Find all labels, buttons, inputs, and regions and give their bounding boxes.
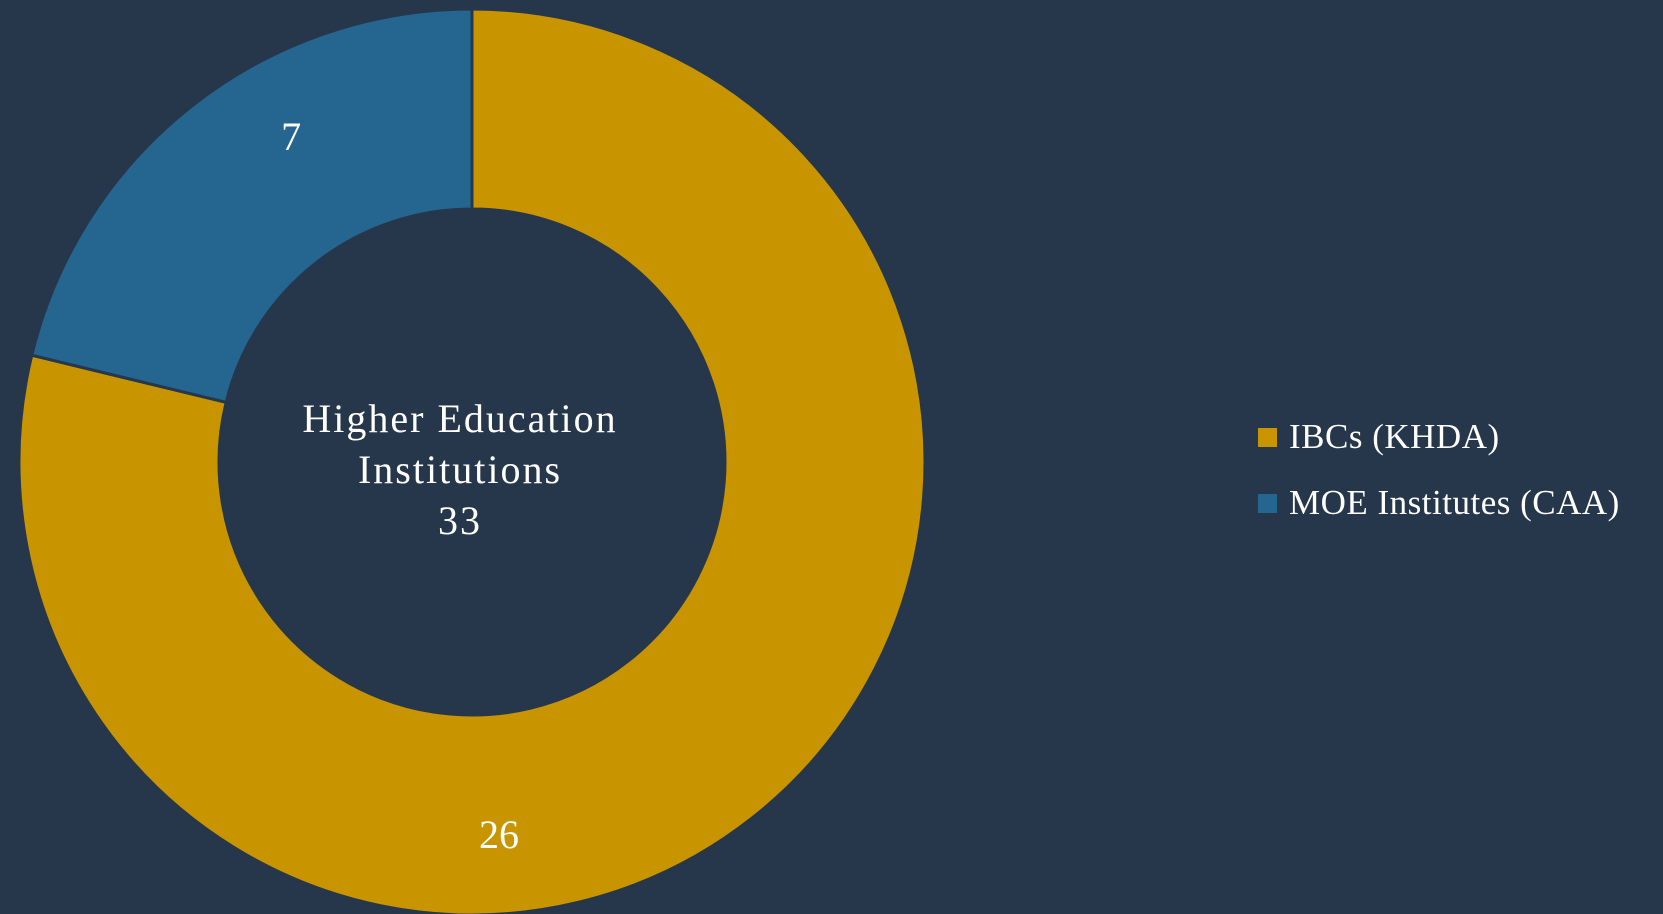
- legend-label-ibcs: IBCs (KHDA): [1289, 417, 1500, 456]
- legend: IBCs (KHDA) MOE Institutes (CAA): [1258, 404, 1620, 536]
- slices-layer: [17, 7, 927, 914]
- donut-slice-1: [29, 7, 474, 405]
- slice-value-label-0: 26: [479, 812, 519, 857]
- legend-swatch-moe: [1258, 493, 1277, 513]
- legend-label-moe: MOE Institutes (CAA): [1289, 483, 1620, 522]
- legend-item-moe: MOE Institutes (CAA): [1258, 470, 1620, 536]
- legend-item-ibcs: IBCs (KHDA): [1258, 404, 1620, 470]
- center-title-line2: Institutions: [358, 447, 562, 492]
- slice-value-label-1: 7: [281, 114, 301, 159]
- donut-slice-0: [17, 7, 927, 914]
- center-total-value: 33: [438, 498, 482, 543]
- legend-swatch-ibcs: [1258, 427, 1277, 447]
- slice-labels-layer: 26 7: [281, 114, 519, 857]
- center-title-line1: Higher Education: [302, 396, 617, 441]
